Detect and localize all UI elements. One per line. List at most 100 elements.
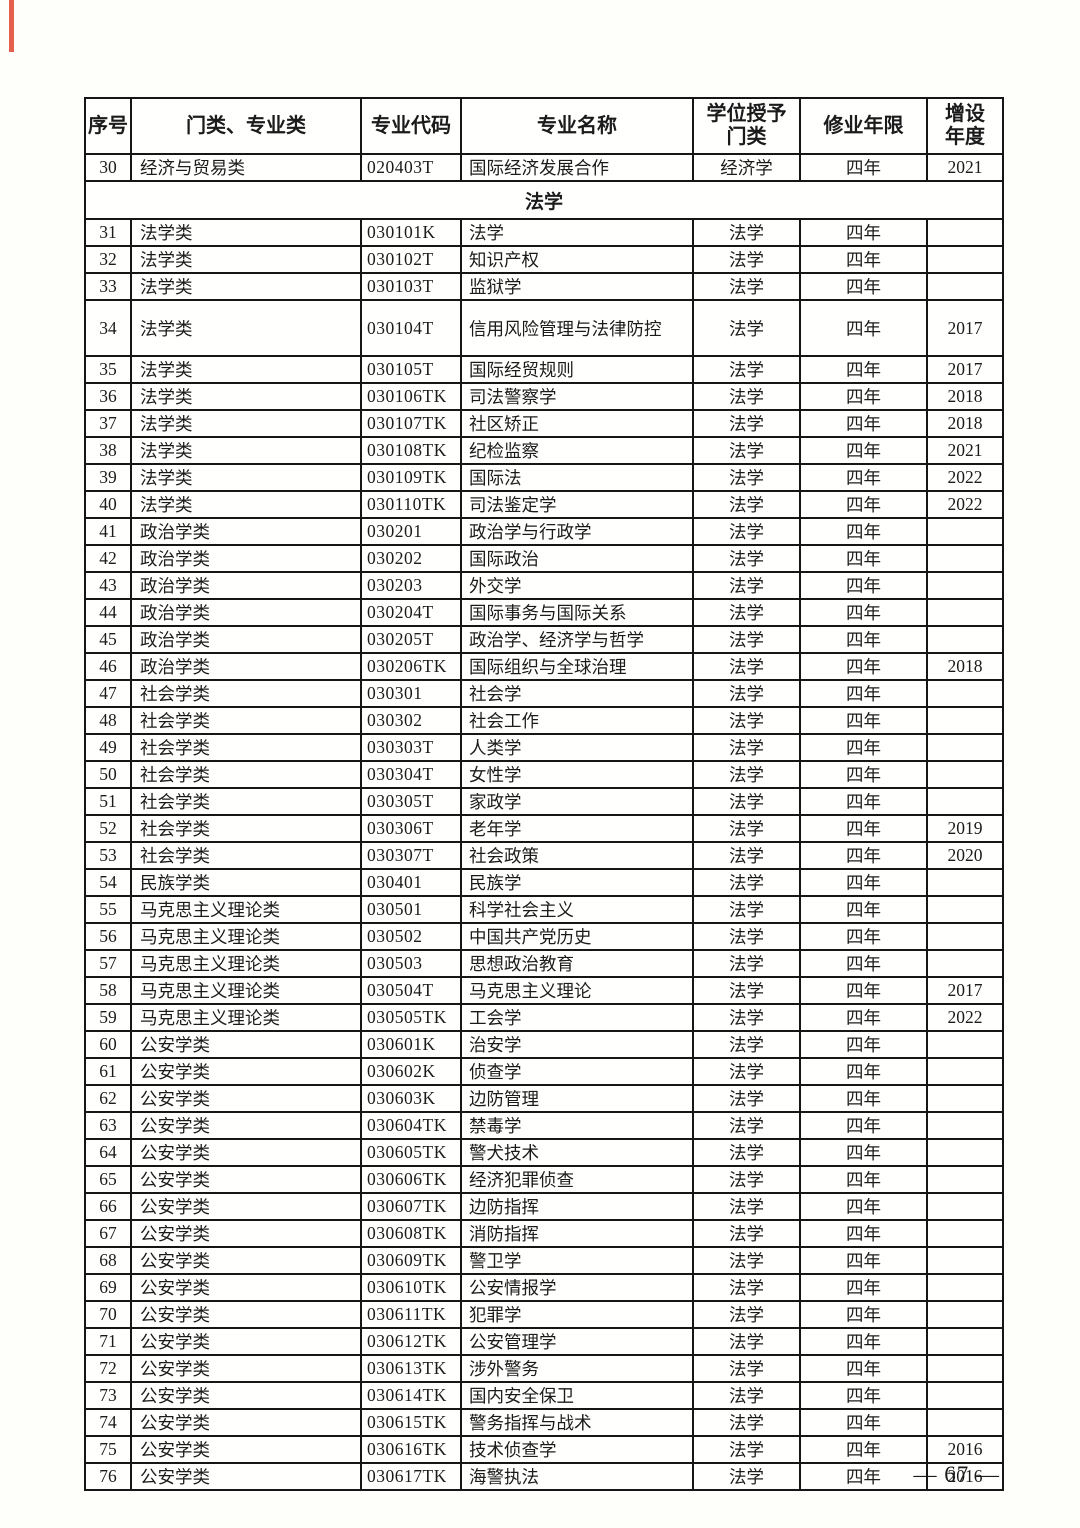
cell-duration: 四年 [799,355,928,384]
cell-name: 禁毒学 [460,1111,694,1140]
table-header: 序号 门类、专业类 专业代码 专业名称 学位授予 门类 修业年限 增设 年度 [84,97,1004,155]
cell-category: 公安学类 [130,1273,362,1302]
cell-code: 030306T [360,814,462,843]
cell-category: 公安学类 [130,1111,362,1140]
cell-name: 社会政策 [460,841,694,870]
cell-year-added: 2022 [926,490,1004,519]
cell-no: 44 [84,598,132,627]
cell-year-added: 2016 [926,1435,1004,1464]
cell-no: 50 [84,760,132,789]
cell-code: 030604TK [360,1111,462,1140]
cell-category: 社会学类 [130,814,362,843]
cell-name: 民族学 [460,868,694,897]
cell-name: 公安管理学 [460,1327,694,1356]
cell-degree: 法学 [692,733,801,762]
table-row: 51 社会学类 030305T 家政学 法学 四年 [84,787,1004,816]
cell-degree: 法学 [692,814,801,843]
cell-degree: 法学 [692,463,801,492]
cell-year-added [926,218,1004,247]
cell-code: 030110TK [360,490,462,519]
cell-year-added [926,625,1004,654]
cell-name: 国际法 [460,463,694,492]
cell-code: 030617TK [360,1462,462,1491]
cell-no: 58 [84,976,132,1005]
cell-degree: 法学 [692,841,801,870]
cell-no: 48 [84,706,132,735]
cell-code: 030602K [360,1057,462,1086]
cell-name: 犯罪学 [460,1300,694,1329]
column-header-duration: 修业年限 [799,97,928,155]
cell-year-added: 2020 [926,841,1004,870]
cell-name: 纪检监察 [460,436,694,465]
cell-name: 老年学 [460,814,694,843]
cell-category: 政治学类 [130,517,362,546]
cell-category: 法学类 [130,382,362,411]
cell-duration: 四年 [799,409,928,438]
cell-category: 法学类 [130,355,362,384]
cell-degree: 法学 [692,1030,801,1059]
cell-duration: 四年 [799,706,928,735]
cell-duration: 四年 [799,868,928,897]
page-number: — 67 — [913,1462,1000,1487]
cell-no: 45 [84,625,132,654]
cell-degree: 法学 [692,895,801,924]
cell-degree: 法学 [692,490,801,519]
cell-year-added: 2022 [926,1003,1004,1032]
cell-name: 司法警察学 [460,382,694,411]
cell-duration: 四年 [799,922,928,951]
cell-code: 030601K [360,1030,462,1059]
table-row: 52 社会学类 030306T 老年学 法学 四年 2019 [84,814,1004,843]
cell-category: 公安学类 [130,1030,362,1059]
cell-year-added [926,1246,1004,1275]
cell-name: 法学 [460,218,694,247]
cell-no: 49 [84,733,132,762]
cell-year-added [926,706,1004,735]
cell-duration: 四年 [799,153,928,182]
cell-name: 涉外警务 [460,1354,694,1383]
cell-category: 社会学类 [130,706,362,735]
cell-degree: 法学 [692,1219,801,1248]
cell-no: 75 [84,1435,132,1464]
cell-no: 51 [84,787,132,816]
cell-degree: 法学 [692,436,801,465]
cell-degree: 法学 [692,1246,801,1275]
cell-category: 公安学类 [130,1165,362,1194]
cell-category: 公安学类 [130,1300,362,1329]
cell-duration: 四年 [799,436,928,465]
cell-degree: 法学 [692,652,801,681]
cell-name: 国际政治 [460,544,694,573]
cell-name: 思想政治教育 [460,949,694,978]
cell-category: 公安学类 [130,1192,362,1221]
cell-duration: 四年 [799,1273,928,1302]
cell-duration: 四年 [799,1246,928,1275]
cell-name: 工会学 [460,1003,694,1032]
table-row: 61 公安学类 030602K 侦查学 法学 四年 [84,1057,1004,1086]
cell-no: 76 [84,1462,132,1491]
cell-name: 社区矫正 [460,409,694,438]
cell-name: 知识产权 [460,245,694,274]
cell-no: 74 [84,1408,132,1437]
table-row: 33 法学类 030103T 监狱学 法学 四年 [84,272,1004,301]
cell-degree: 法学 [692,355,801,384]
cell-code: 030606TK [360,1165,462,1194]
cell-name: 边防管理 [460,1084,694,1113]
cell-category: 公安学类 [130,1327,362,1356]
cell-no: 38 [84,436,132,465]
cell-name: 警犬技术 [460,1138,694,1167]
cell-duration: 四年 [799,841,928,870]
cell-year-added [926,1273,1004,1302]
cell-degree: 法学 [692,1057,801,1086]
cell-code: 030101K [360,218,462,247]
cell-year-added [926,679,1004,708]
cell-code: 030612TK [360,1327,462,1356]
cell-degree: 法学 [692,272,801,301]
cell-year-added: 2021 [926,436,1004,465]
cell-degree: 法学 [692,976,801,1005]
table-row: 72 公安学类 030613TK 涉外警务 法学 四年 [84,1354,1004,1383]
cell-name: 信用风险管理与法律防控 [460,299,694,357]
cell-category: 政治学类 [130,625,362,654]
table-row: 49 社会学类 030303T 人类学 法学 四年 [84,733,1004,762]
cell-code: 030503 [360,949,462,978]
cell-code: 030206TK [360,652,462,681]
table-row: 46 政治学类 030206TK 国际组织与全球治理 法学 四年 2018 [84,652,1004,681]
